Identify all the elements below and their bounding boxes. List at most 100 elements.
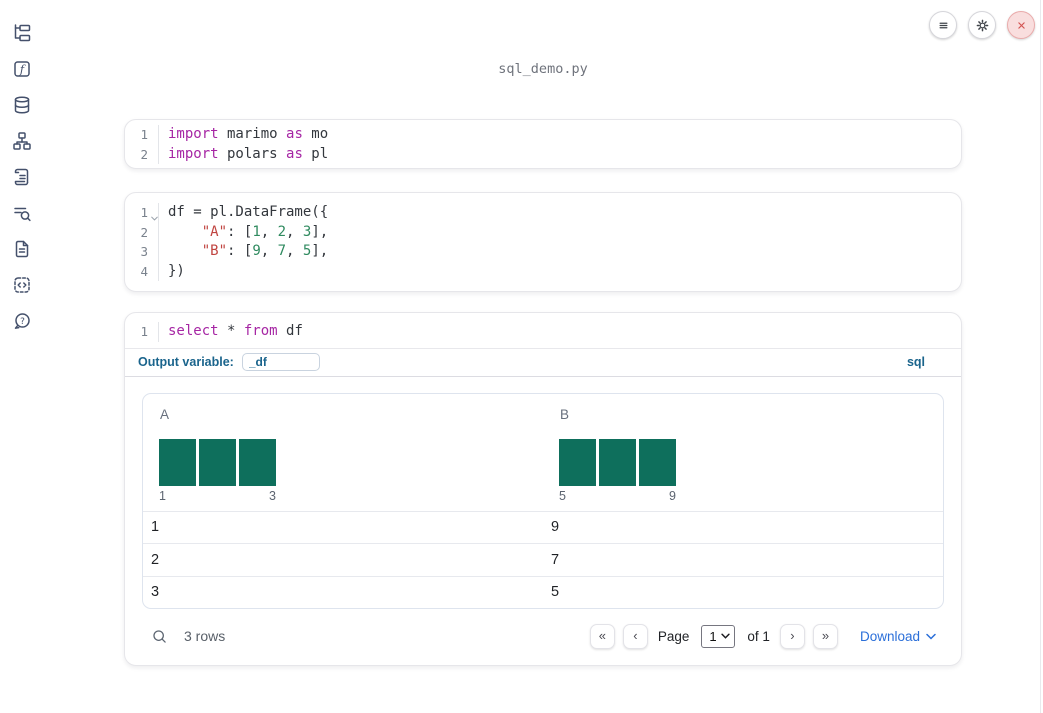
sql-code-editor[interactable]: 1 select * from df xyxy=(125,313,961,349)
line-number: 1 xyxy=(125,322,159,342)
output-variable-input[interactable] xyxy=(241,353,320,371)
document-icon xyxy=(15,240,29,258)
line-number: 1 xyxy=(125,125,159,145)
code-text: "B": [9, 7, 5], xyxy=(201,243,329,259)
table-cell: 9 xyxy=(551,519,560,536)
sidebar-item-datasources[interactable] xyxy=(11,94,33,116)
column-histogram[interactable] xyxy=(559,438,676,486)
dependency-graph-icon xyxy=(13,132,31,150)
histogram-min-label: 1 xyxy=(159,488,166,503)
sidebar-item-functions[interactable]: f xyxy=(11,58,33,80)
search-icon xyxy=(153,629,166,643)
sidebar-item-file-tree[interactable] xyxy=(11,22,33,44)
previous-page-button[interactable]: ‹ xyxy=(622,623,648,649)
settings-button[interactable] xyxy=(968,11,996,39)
sql-cell-toolbar: Output variable: sql xyxy=(125,349,961,377)
page-total: of 1 xyxy=(747,628,770,644)
download-button[interactable]: Download xyxy=(860,629,936,644)
table-cell: 1 xyxy=(151,519,160,536)
code-text: df = pl.DataFrame({ xyxy=(168,204,329,220)
function-icon: f xyxy=(14,61,30,77)
code-line: 3 "B": [9, 7, 5], xyxy=(125,242,961,262)
search-button[interactable] xyxy=(151,628,168,645)
hamburger-menu-icon xyxy=(939,22,947,28)
first-page-button[interactable]: « xyxy=(589,623,615,649)
code-editor[interactable]: 1 df = pl.DataFrame({ 2 "A": [1, 2, 3], 3 "… xyxy=(125,193,961,291)
select-chevron-icon xyxy=(721,633,731,639)
line-number: 2 xyxy=(125,144,159,164)
table-footer: 3 rows « ‹ Page 1 of 1 › » xyxy=(125,609,961,665)
download-label: Download xyxy=(859,628,920,644)
sidebar-item-snippets[interactable] xyxy=(11,274,33,296)
line-number: 2 xyxy=(125,222,159,242)
sidebar-item-outline[interactable] xyxy=(11,166,33,188)
column-name[interactable]: B xyxy=(560,406,570,422)
notebook-filename: sql_demo.py xyxy=(498,61,588,77)
code-line: 1 df = pl.DataFrame({ xyxy=(125,203,961,223)
line-number: 4 xyxy=(125,261,159,281)
pagination: « ‹ Page 1 of 1 › » Download xyxy=(589,623,936,649)
code-line: 1 select * from df xyxy=(125,322,961,342)
help-chat-icon: ? xyxy=(14,313,30,329)
sql-language-badge[interactable]: sql xyxy=(906,355,925,369)
sql-cell: 1 select * from df Output variable: sql A… xyxy=(124,312,962,666)
table-cell: 7 xyxy=(551,551,560,568)
code-text: import polars as pl xyxy=(168,145,329,162)
shutdown-button[interactable] xyxy=(1007,11,1035,39)
histogram-bar xyxy=(639,438,676,486)
histogram-min-label: 5 xyxy=(559,488,566,503)
column-name[interactable]: A xyxy=(160,406,170,422)
notebook-content: sql_demo.py 1 import marimo as mo 2 import … xyxy=(124,0,962,713)
code-cell-imports[interactable]: 1 import marimo as mo 2 import polars as pl xyxy=(124,119,962,169)
output-variable-label: Output variable: xyxy=(138,355,234,369)
right-panel-divider xyxy=(1040,0,1041,713)
code-editor[interactable]: 1 import marimo as mo 2 import polars as pl xyxy=(125,120,961,169)
svg-text:f: f xyxy=(19,62,26,76)
next-page-button[interactable]: › xyxy=(779,623,805,649)
sidebar-item-documentation[interactable] xyxy=(11,238,33,260)
notebook-actions xyxy=(929,11,1035,39)
svg-text:?: ? xyxy=(20,317,25,327)
table-cell: 5 xyxy=(551,584,560,601)
chevron-down-icon xyxy=(926,633,936,640)
database-icon xyxy=(14,96,30,114)
snippets-icon xyxy=(14,277,30,293)
table-cell: 3 xyxy=(151,584,160,601)
last-page-button[interactable]: » xyxy=(812,623,838,649)
code-text: select * from df xyxy=(168,323,303,339)
line-number: 1 xyxy=(125,203,159,223)
histogram-max-label: 9 xyxy=(669,488,676,503)
histogram-bar xyxy=(559,438,596,486)
sidebar-item-logs[interactable] xyxy=(11,202,33,224)
code-line: 2 import polars as pl xyxy=(125,144,961,164)
histogram-max-label: 3 xyxy=(269,488,276,503)
code-line: 4}) xyxy=(125,261,961,281)
gear-icon xyxy=(976,19,988,31)
code-text: }) xyxy=(168,262,185,279)
close-x-icon xyxy=(1017,21,1025,29)
histogram-bar xyxy=(599,438,636,486)
histogram-bar xyxy=(159,438,196,486)
fold-chevron-icon[interactable] xyxy=(151,207,158,227)
menu-button[interactable] xyxy=(929,11,957,39)
sidebar-item-dependencies[interactable] xyxy=(11,130,33,152)
histogram-bar xyxy=(199,438,236,486)
table-footer-left: 3 rows xyxy=(151,628,225,645)
sidebar-item-help[interactable]: ? xyxy=(11,310,33,332)
code-line: 1 import marimo as mo xyxy=(125,125,961,145)
code-text: "A": [1, 2, 3], xyxy=(201,223,329,240)
page-select[interactable]: 1 xyxy=(701,624,736,648)
logs-search-icon xyxy=(14,207,31,222)
column-histogram[interactable] xyxy=(159,438,276,486)
code-cell-dataframe[interactable]: 1 df = pl.DataFrame({ 2 "A": [1, 2, 3], 3 "… xyxy=(124,192,962,292)
